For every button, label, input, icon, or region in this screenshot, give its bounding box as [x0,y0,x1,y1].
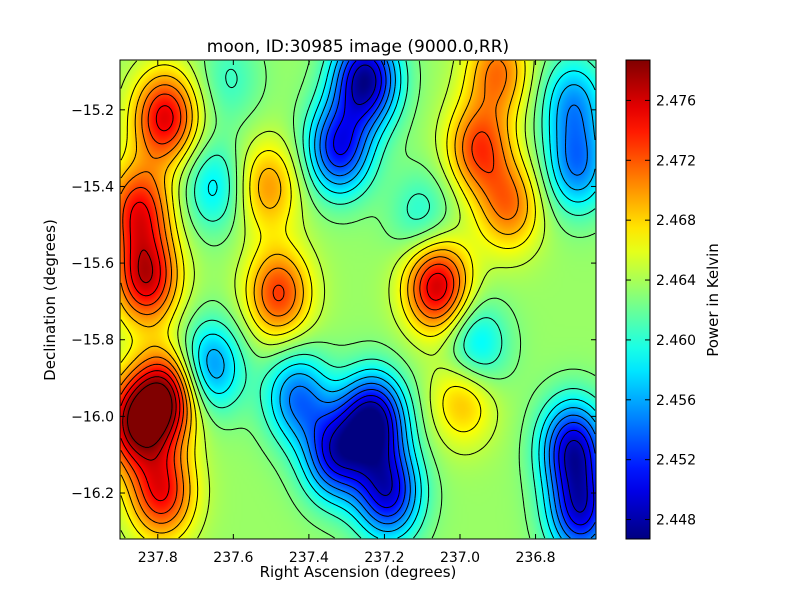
y-axis-label: Declination (degrees) [41,219,59,381]
x-tick-label: 236.8 [516,550,556,566]
colorbar: 2.476 2.472 2.468 2.464 2.460 2.456 2.452 2.448… [625,59,722,540]
contour-line [313,60,596,535]
x-tick-label: 237.4 [289,550,329,566]
colorbar-tick-label: 2.448 [656,513,696,529]
contour-line [120,60,546,539]
contour-line [289,60,596,539]
contour-line [127,382,173,448]
colorbar-tick-label: 2.472 [656,153,696,169]
chart-title: moon, ID:30985 image (9000.0,RR) [207,37,509,57]
contour-line [122,249,177,461]
contour-line [120,60,528,534]
x-tick-label: 237.8 [138,550,178,566]
y-tick-label: −16.0 [71,409,114,425]
contour-line [191,60,596,539]
plot-frame [119,59,597,540]
contour-lines [120,60,596,539]
colorbar-tick-label: 2.456 [656,393,696,409]
contour-line [206,60,596,539]
plot-area: 237.8 237.6 237.4 237.2 237.0 236.8 −15.2−15.… [71,59,597,566]
colorbar-tick-label: 2.460 [656,333,696,349]
contour-line [185,60,596,539]
y-tick-label: −15.2 [71,103,114,119]
y-tick-label: −15.8 [71,333,114,349]
colorbar-tick-label: 2.476 [656,93,696,109]
colorbar-tick-label: 2.468 [656,213,696,229]
colorbar-tick-label: 2.464 [656,273,696,289]
x-tick-label: 237.2 [364,550,404,566]
y-tick-label: −16.2 [71,486,114,502]
x-tick-label: 237.0 [440,550,480,566]
contour-line [120,93,495,514]
colorbar-ticks: 2.476 2.472 2.468 2.464 2.460 2.456 2.452 2.448 [626,93,696,529]
contour-line [120,105,448,502]
x-tick-label: 237.6 [213,550,253,566]
y-tick-label: −15.4 [71,179,114,195]
contour-line [198,60,596,539]
y-axis-ticks: −15.2 −15.4 −15.6 −15.8 −16.0 −16.2 [71,103,596,502]
colorbar-label: Power in Kelvin [704,243,722,357]
x-axis-ticks: 237.8 237.6 237.4 237.2 237.0 236.8 [138,60,556,566]
colorbar-frame [625,59,651,540]
x-axis-label: Right Ascension (degrees) [260,563,457,581]
y-tick-label: −15.6 [71,256,114,272]
colorbar-gradient [626,60,650,539]
contour-line [321,60,595,526]
contour-line [120,60,536,539]
heatmap-image [120,60,596,539]
colorbar-tick-label: 2.452 [656,453,696,469]
contour-line [329,64,588,513]
contour-line [120,60,519,524]
